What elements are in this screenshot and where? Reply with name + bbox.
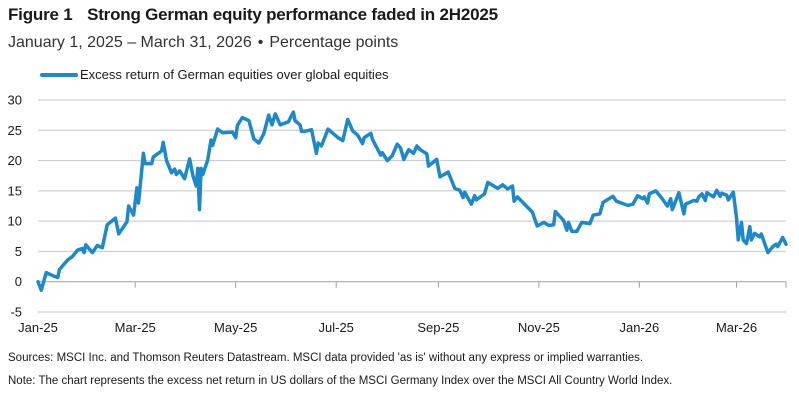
separator: • [257,34,264,51]
legend-swatch [40,72,78,77]
x-tick-label: Jul-25 [319,320,354,335]
y-tick-label: 15 [8,183,22,198]
date-range: January 1, 2025 – March 31, 2026 [8,34,252,51]
figure-label: Figure 1 [8,5,73,24]
title-text: Strong German equity performance faded i… [87,5,498,24]
y-tick-label: 25 [8,123,22,138]
x-tick-label: May-25 [214,320,257,335]
y-tick-label: 0 [15,274,22,289]
x-tick-label: Nov-25 [518,320,560,335]
legend: Excess return of German equities over gl… [40,67,389,82]
unit-label: Percentage points [269,34,399,51]
x-tick-label: Jan-25 [18,320,58,335]
x-tick-label: Sep-25 [417,320,459,335]
footnote: Note: The chart represents the excess ne… [8,375,673,387]
x-tick-label: Mar-26 [716,320,757,335]
x-tick-label: Jan-26 [619,320,659,335]
legend-label: Excess return of German equities over gl… [80,67,389,82]
y-tick-label: 10 [8,214,22,229]
chart-title: Figure 1 Strong German equity performanc… [8,5,498,25]
y-tick-label: -5 [10,305,22,320]
sources-note: Sources: MSCI Inc. and Thomson Reuters D… [8,352,644,364]
y-tick-label: 5 [15,244,22,259]
chart-subtitle: January 1, 2025 – March 31, 2026 • Percent… [8,34,398,52]
y-tick-label: 20 [8,153,22,168]
series-line [36,110,788,292]
y-tick-label: 30 [8,93,22,108]
x-tick-label: Mar-25 [115,320,156,335]
